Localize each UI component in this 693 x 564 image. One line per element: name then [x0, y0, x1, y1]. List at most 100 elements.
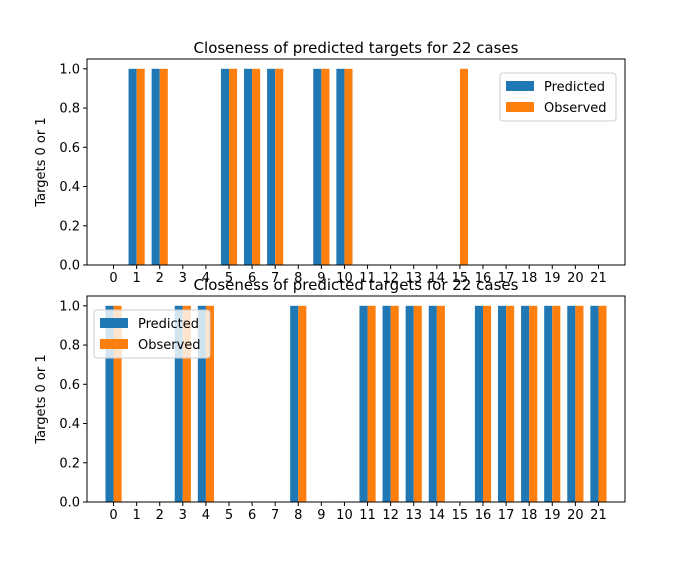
x-tick-label: 6 — [248, 508, 256, 523]
x-tick-label: 7 — [271, 271, 279, 286]
bar-predicted-18 — [521, 305, 530, 502]
x-tick-label: 17 — [498, 271, 515, 286]
legend-label-observed: Observed — [544, 101, 607, 116]
bar-observed-8 — [298, 305, 307, 502]
bar-observed-21 — [598, 305, 607, 502]
x-tick-label: 10 — [336, 508, 353, 523]
chart-2: 0 1 2 3 4 5 6 7 8 9 10 11 12 13 14 15 16 17 18 19 20 210.00.2… — [34, 276, 626, 523]
chart-title: Closeness of predicted targets for 22 ca… — [194, 276, 519, 294]
bar-observed-1 — [136, 68, 145, 265]
x-tick-label: 4 — [202, 508, 210, 523]
bar-predicted-12 — [382, 305, 391, 502]
bar-predicted-14 — [428, 305, 437, 502]
y-tick-label: 1.0 — [59, 62, 80, 77]
bar-observed-4 — [205, 305, 214, 502]
legend: Predicted Observed — [93, 309, 211, 359]
x-tick-label: 1 — [133, 271, 141, 286]
legend-label-predicted: Predicted — [138, 317, 199, 332]
bar-predicted-5 — [220, 68, 229, 265]
x-tick-label: 16 — [475, 508, 492, 523]
y-tick-label: 0.0 — [59, 259, 80, 274]
bar-observed-7 — [275, 68, 284, 265]
bar-predicted-2 — [151, 68, 160, 265]
y-tick-label: 0.2 — [59, 456, 80, 471]
legend-label-predicted: Predicted — [544, 80, 605, 95]
x-tick-label: 21 — [590, 508, 607, 523]
x-tick-label: 8 — [294, 271, 302, 286]
x-tick-label: 19 — [544, 508, 561, 523]
y-axis-label: Targets 0 or 1 — [34, 354, 49, 444]
legend: Predicted Observed — [499, 72, 617, 122]
x-tick-label: 21 — [590, 271, 607, 286]
bar-observed-18 — [529, 305, 538, 502]
legend-swatch-predicted — [506, 81, 534, 91]
bar-observed-17 — [506, 305, 515, 502]
bar-observed-13 — [413, 305, 422, 502]
x-tick-label: 2 — [156, 508, 164, 523]
x-tick-label: 13 — [405, 271, 422, 286]
bar-predicted-8 — [290, 305, 299, 502]
legend-swatch-observed — [506, 102, 534, 112]
bar-predicted-3 — [174, 305, 183, 502]
bar-observed-20 — [575, 305, 584, 502]
bar-observed-16 — [483, 305, 492, 502]
x-tick-label: 13 — [405, 508, 422, 523]
bar-predicted-9 — [313, 68, 322, 265]
y-tick-label: 0.6 — [59, 141, 80, 156]
bar-observed-19 — [552, 305, 561, 502]
plot-frame — [86, 295, 626, 503]
plot-frame — [86, 58, 626, 266]
bar-predicted-19 — [544, 305, 553, 502]
bar-observed-2 — [159, 68, 168, 265]
x-tick-label: 11 — [359, 508, 376, 523]
x-tick-label: 7 — [271, 508, 279, 523]
x-tick-label: 16 — [475, 271, 492, 286]
x-tick-label: 5 — [225, 271, 233, 286]
bar-observed-14 — [436, 305, 445, 502]
bar-observed-15 — [459, 68, 468, 265]
bar-predicted-0 — [105, 305, 114, 502]
bar-predicted-21 — [590, 305, 599, 502]
x-tick-label: 0 — [109, 271, 117, 286]
y-tick-label: 1.0 — [59, 299, 80, 314]
y-tick-label: 0.2 — [59, 219, 80, 234]
y-tick-label: 0.4 — [59, 180, 80, 195]
bar-predicted-13 — [405, 305, 414, 502]
x-tick-label: 12 — [382, 508, 399, 523]
x-tick-label: 8 — [294, 508, 302, 523]
x-tick-label: 20 — [567, 271, 584, 286]
x-tick-label: 19 — [544, 271, 561, 286]
bar-predicted-6 — [244, 68, 253, 265]
bar-observed-12 — [390, 305, 399, 502]
x-tick-label: 4 — [202, 271, 210, 286]
bar-predicted-17 — [498, 305, 507, 502]
x-tick-label: 3 — [179, 508, 187, 523]
x-tick-label: 20 — [567, 508, 584, 523]
bar-predicted-1 — [128, 68, 137, 265]
y-tick-label: 0.4 — [59, 417, 80, 432]
bar-predicted-16 — [474, 305, 483, 502]
y-axis-label: Targets 0 or 1 — [34, 117, 49, 207]
legend-label-observed: Observed — [138, 338, 201, 353]
x-tick-label: 6 — [248, 271, 256, 286]
x-tick-label: 12 — [382, 271, 399, 286]
x-tick-label: 9 — [317, 508, 325, 523]
y-tick-label: 0.8 — [59, 339, 80, 354]
x-tick-label: 18 — [521, 508, 538, 523]
x-tick-label: 5 — [225, 508, 233, 523]
bar-observed-11 — [367, 305, 376, 502]
y-tick-label: 0.8 — [59, 102, 80, 117]
bar-observed-9 — [321, 68, 330, 265]
bar-observed-0 — [113, 305, 122, 502]
x-tick-label: 2 — [156, 271, 164, 286]
bar-predicted-7 — [267, 68, 276, 265]
x-tick-label: 18 — [521, 271, 538, 286]
x-tick-label: 3 — [179, 271, 187, 286]
bar-predicted-10 — [336, 68, 345, 265]
x-tick-label: 15 — [452, 508, 469, 523]
x-tick-label: 17 — [498, 508, 515, 523]
bar-observed-6 — [252, 68, 261, 265]
bar-predicted-11 — [359, 305, 368, 502]
legend-swatch-predicted — [100, 318, 128, 328]
